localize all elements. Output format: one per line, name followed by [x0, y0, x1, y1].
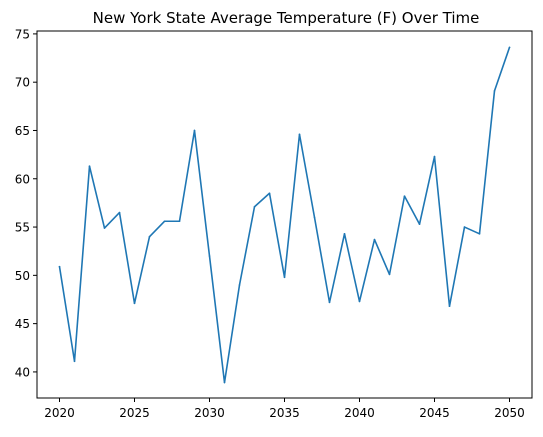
data-point	[478, 233, 481, 235]
y-tick-label: 70	[15, 76, 30, 90]
data-point	[133, 302, 136, 305]
y-axis: 40 45 50 55 60 65 70 75	[15, 27, 37, 379]
data-point	[238, 284, 241, 286]
data-point	[268, 192, 271, 195]
y-tick-label: 75	[15, 27, 30, 41]
data-point	[358, 300, 361, 303]
data-point	[508, 46, 511, 49]
data-point	[328, 301, 331, 304]
data-point	[388, 273, 391, 276]
data-point	[208, 255, 211, 257]
plot-area	[58, 46, 511, 384]
data-point	[283, 276, 286, 279]
data-point	[313, 216, 316, 219]
y-tick-label: 60	[15, 172, 30, 186]
data-point	[118, 211, 121, 214]
data-point	[58, 265, 61, 268]
data-point	[103, 227, 106, 229]
data-point	[433, 155, 436, 158]
data-point	[163, 220, 166, 223]
y-tick-label: 55	[15, 221, 30, 235]
data-point	[253, 205, 256, 208]
x-tick-label: 2035	[269, 406, 300, 420]
x-tick-label: 2025	[119, 406, 150, 420]
y-tick-label: 50	[15, 269, 30, 283]
data-point	[178, 220, 181, 223]
x-tick-label: 2045	[419, 406, 450, 420]
data-point	[73, 360, 76, 363]
plot-frame	[36, 30, 533, 399]
chart-title: New York State Average Temperature (F) O…	[93, 9, 480, 27]
data-point	[373, 238, 376, 241]
y-tick-label: 65	[15, 124, 30, 138]
data-point	[403, 195, 406, 197]
data-point	[88, 165, 91, 168]
data-point	[193, 129, 196, 132]
x-tick-label: 2020	[44, 406, 75, 420]
data-point	[463, 226, 466, 228]
data-point	[343, 233, 346, 235]
series-line	[58, 46, 511, 384]
data-point	[448, 305, 451, 308]
x-tick-label: 2050	[494, 406, 525, 420]
data-point	[493, 90, 496, 92]
x-tick-label: 2040	[344, 406, 375, 420]
x-axis: 2020 2025 2030 2035 2040 2045 2050	[44, 398, 525, 420]
data-point	[298, 133, 301, 136]
data-point	[418, 223, 421, 225]
y-tick-label: 40	[15, 365, 30, 379]
data-point	[148, 235, 151, 238]
x-tick-label: 2030	[194, 406, 225, 420]
data-point	[223, 381, 226, 384]
y-tick-label: 45	[15, 317, 30, 331]
